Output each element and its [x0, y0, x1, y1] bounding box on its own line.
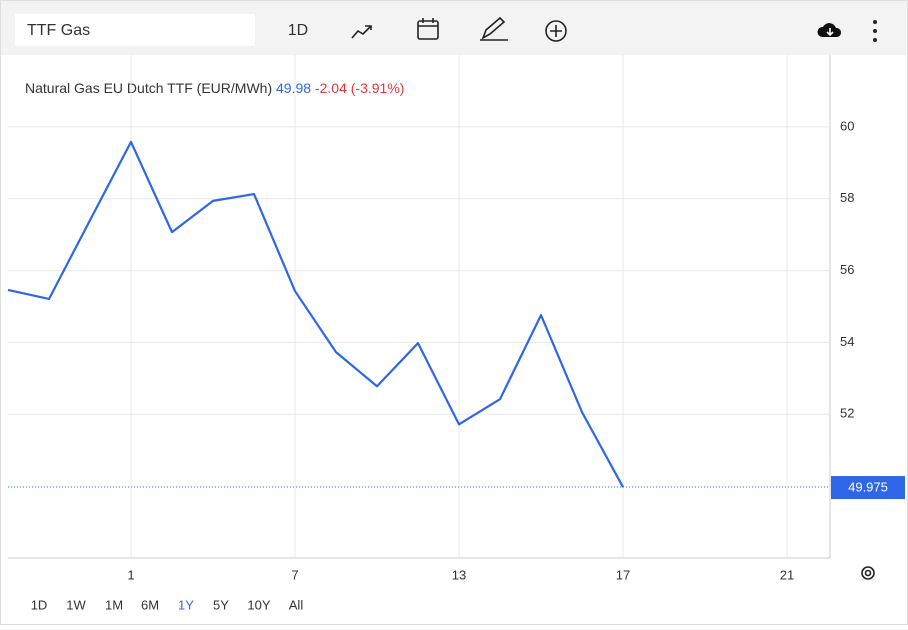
- interval-button[interactable]: 1D: [288, 22, 308, 39]
- title: Natural Gas EU Dutch TTF (EUR/MWh): [25, 80, 272, 96]
- settings-icon[interactable]: [861, 566, 875, 580]
- change: -2.04: [315, 80, 347, 96]
- y-tick-label: 56: [840, 262, 854, 277]
- x-tick-label: 7: [291, 567, 298, 582]
- last-price-label: 49.975: [848, 479, 888, 494]
- price-line: [7, 140, 624, 488]
- x-tick-label: 13: [452, 567, 466, 582]
- last-price-tag: [831, 476, 905, 500]
- range-button[interactable]: 10Y: [247, 597, 270, 612]
- range-button[interactable]: 5Y: [213, 597, 229, 612]
- y-tick-label: 52: [840, 406, 854, 421]
- range-button[interactable]: 1D: [31, 597, 48, 612]
- range-button[interactable]: All: [289, 597, 304, 612]
- last-price: 49.98: [276, 80, 311, 96]
- download-icon[interactable]: [817, 23, 842, 37]
- y-tick-label: 54: [840, 334, 854, 349]
- range-button[interactable]: 1W: [66, 597, 86, 612]
- y-tick-label: 58: [840, 190, 854, 205]
- symbol-text: TTF Gas: [27, 22, 90, 39]
- draw-icon[interactable]: [480, 16, 508, 41]
- menu-icon[interactable]: [873, 20, 877, 42]
- chart-type-icon[interactable]: [351, 25, 372, 39]
- range-button[interactable]: 1Y: [178, 597, 194, 612]
- add-icon[interactable]: [545, 20, 567, 42]
- y-tick-label: 60: [840, 118, 854, 133]
- calendar-icon[interactable]: [417, 18, 439, 40]
- x-tick-label: 21: [780, 567, 794, 582]
- x-tick-label: 1: [127, 567, 134, 582]
- symbol-input[interactable]: [15, 14, 255, 46]
- quote-header: Natural Gas EU Dutch TTF (EUR/MWh) 49.98…: [25, 80, 404, 96]
- range-button[interactable]: 1M: [105, 597, 123, 612]
- change-percent: (-3.91%): [351, 80, 405, 96]
- range-button[interactable]: 6M: [141, 597, 159, 612]
- x-tick-label: 17: [616, 567, 630, 582]
